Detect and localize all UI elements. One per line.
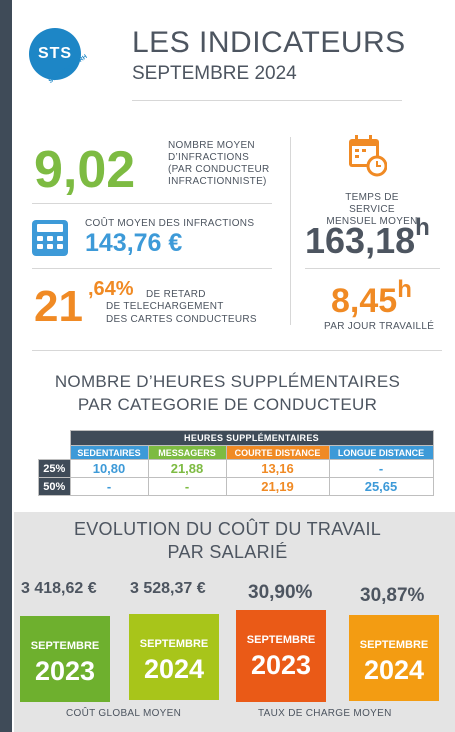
day-number: 8,45 [331,282,398,320]
cell: - [69,477,149,496]
infractions-label-line1: NOMBRE MOYEN [168,140,255,151]
service-value: 163,18h [305,214,430,262]
table-corner [39,431,71,446]
delay-value-frac: ,64% [88,278,134,300]
card-month: SEPTEMBRE [139,638,209,650]
card-sept-2024-cost: SEPTEMBRE 2024 [129,614,219,700]
overtime-table: HEURES SUPPLÉMENTAIRES SEDENTAIRES MESSA… [38,430,434,496]
sts-logo: STS [29,28,81,80]
cell: 21,19 [225,477,330,496]
calendar-clock-icon [349,135,387,177]
card-month: SEPTEMBRE [246,634,316,646]
delay-label-line1: DE RETARD [146,289,206,300]
evolution-title-line1: EVOLUTION DU COÛT DU TRAVAIL [73,519,382,539]
logo-text: STS [37,45,73,62]
card-year: 2023 [250,650,312,680]
overtime-title: NOMBRE D’HEURES SUPPLÉMENTAIRES PAR CATE… [0,370,455,416]
card-value: 30,90% [248,582,313,603]
table-column-headers: SEDENTAIRES MESSAGERS COURTE DISTANCE LO… [39,445,434,460]
service-label-line1: TEMPS DE SERVICE [345,192,399,215]
evolution-title: EVOLUTION DU COÛT DU TRAVAIL PAR SALARIÉ [0,518,455,564]
label-taux: TAUX DE CHARGE MOYEN [258,708,392,719]
table-row: 50% - - 21,19 25,65 [38,477,434,496]
section-divider [32,350,442,351]
title-divider [132,100,402,101]
delay-value-int: 21 [34,282,83,331]
card-sept-2023-cost: SEPTEMBRE 2023 [20,616,110,702]
service-label: TEMPS DE SERVICE MENSUEL MOYEN [322,192,422,228]
page-subtitle: SEPTEMBRE 2024 [132,63,297,84]
day-label: PAR JOUR TRAVAILLÉ [324,321,435,332]
overtime-title-line2: PAR CATEGORIE DE CONDUCTEUR [77,395,378,414]
row-label-25: 25% [38,459,71,478]
evolution-title-line2: PAR SALARIÉ [167,542,288,562]
card-year: 2024 [143,654,205,684]
cell: 21,88 [147,459,227,478]
col-longue-distance: LONGUE DISTANCE [328,445,434,460]
cell: - [328,459,434,478]
card-year: 2023 [34,656,96,686]
service-number: 163,18 [305,220,416,261]
kpi-vertical-divider [290,137,291,325]
card-month: SEPTEMBRE [30,640,100,652]
cost-label: COÛT MOYEN DES INFRACTIONS [85,218,255,229]
cost-value: 143,76 € [85,229,183,257]
infractions-label-line3: (PAR CONDUCTEUR [168,164,270,175]
card-value: 30,87% [360,585,425,606]
row-label-50: 50% [38,477,71,496]
infractions-label: NOMBRE MOYEN D’INFRACTIONS (PAR CONDUCTE… [168,140,270,188]
page-title: LES INDICATEURS [132,26,406,59]
col-sedentaires: SEDENTAIRES [69,445,149,460]
day-value: 8,45h [331,276,412,321]
cell: 25,65 [328,477,434,496]
kpi-divider-3 [305,268,440,269]
infractions-value: 9,02 [34,141,136,199]
infractions-label-line4: INFRACTIONNISTE) [168,176,267,187]
kpi-divider-2 [32,268,272,269]
kpi-divider-1 [32,203,272,204]
table-row: 25% 10,80 21,88 13,16 - [38,459,434,478]
cell: - [147,477,227,496]
calculator-icon [32,220,68,256]
card-sept-2023-taux: SEPTEMBRE 2023 [236,610,326,702]
label-global: COÛT GLOBAL MOYEN [66,708,182,719]
delay-label-line2: DE TELECHARGEMENT [106,301,224,312]
card-value: 3 528,37 € [130,580,206,597]
left-accent-bar [0,0,12,732]
service-label-line2: MENSUEL MOYEN [326,216,418,227]
delay-label-line3: DES CARTES CONDUCTEURS [106,314,257,325]
overtime-title-line1: NOMBRE D’HEURES SUPPLÉMENTAIRES [54,372,401,391]
card-value: 3 418,62 € [21,580,97,597]
card-sept-2024-taux: SEPTEMBRE 2024 [349,615,439,701]
service-unit: h [415,214,430,241]
infractions-label-line2: D’INFRACTIONS [168,152,250,163]
day-unit: h [397,276,412,303]
card-month: SEPTEMBRE [359,639,429,651]
table-header: HEURES SUPPLÉMENTAIRES [69,430,434,446]
col-courte-distance: COURTE DISTANCE [225,445,330,460]
cell: 10,80 [69,459,149,478]
card-year: 2024 [363,655,425,685]
cell: 13,16 [225,459,330,478]
col-messagers: MESSAGERS [147,445,227,460]
